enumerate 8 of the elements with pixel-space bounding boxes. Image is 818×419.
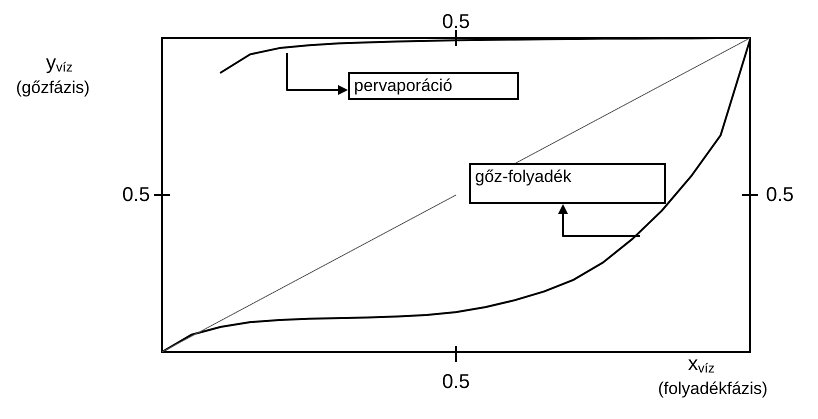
x-axis-title: xvíz (folyadékfázis) (658, 353, 768, 398)
text: 0.5 (442, 11, 470, 33)
annotation: pervaporáció (348, 72, 519, 100)
text: 0.5 (442, 371, 470, 393)
annotation: gőz-folyadék (469, 163, 666, 204)
y-axis-title: yvíz (gőzfázis) (16, 52, 90, 97)
text: 0.5 (122, 184, 150, 206)
text: 0.5 (766, 184, 794, 206)
